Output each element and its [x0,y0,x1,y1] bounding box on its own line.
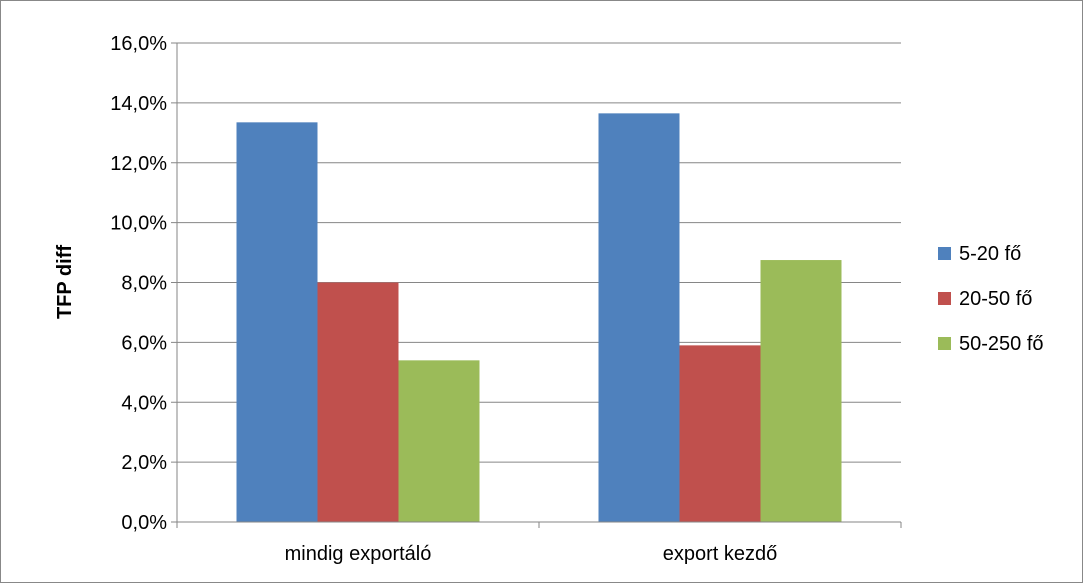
legend-swatch [938,292,951,305]
bar-50-250-f--1 [760,260,842,522]
legend-label: 20-50 fő [959,288,1032,310]
x-tick-label: mindig exportáló [285,543,432,565]
y-tick-label: 16,0% [110,33,167,55]
y-tick-label: 6,0% [121,332,167,354]
y-tick-label: 14,0% [110,93,167,115]
bar-5-20-f--0 [236,122,318,522]
y-tick-label: 10,0% [110,213,167,235]
y-tick-label: 12,0% [110,153,167,175]
bar-20-50-f--0 [317,282,399,522]
x-tick-label: export kezdő [663,543,778,565]
legend: 5-20 fő 20-50 fő 50-250 fő [938,243,1044,355]
y-axis-label: TFP diff [54,245,76,319]
bars [236,113,842,523]
bar-20-50-f--1 [679,345,761,522]
bar-5-20-f--1 [598,113,680,523]
x-axis-ticks: mindig exportáló export kezdő [176,522,902,565]
y-tick-label: 0,0% [121,512,167,534]
y-axis-ticks: 0,0% 2,0% 4,0% 6,0% 8,0% 10,0% 12,0% 14,0% 16,0% [110,33,178,534]
y-tick-label: 2,0% [121,452,167,474]
legend-swatch [938,337,951,350]
legend-swatch [938,247,951,260]
y-tick-label: 4,0% [121,392,167,414]
legend-label: 5-20 fő [959,243,1021,265]
legend-label: 50-250 fő [959,333,1044,355]
bar-50-250-f--0 [398,360,480,522]
y-tick-label: 8,0% [121,273,167,295]
